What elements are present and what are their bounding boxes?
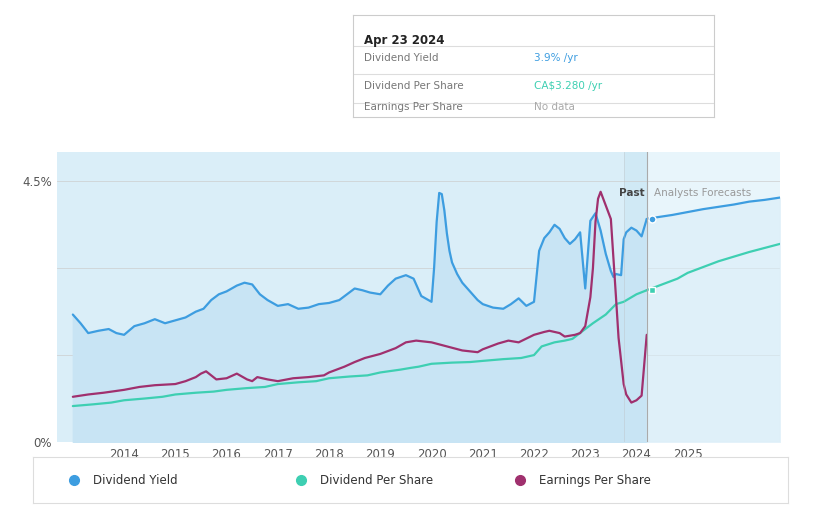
Text: CA$3.280 /yr: CA$3.280 /yr (534, 81, 602, 91)
Bar (647, 152, 780, 442)
Text: Apr 23 2024: Apr 23 2024 (364, 34, 444, 47)
Bar (624, 152, 647, 442)
Text: Earnings Per Share: Earnings Per Share (364, 102, 462, 112)
Text: Past: Past (618, 188, 644, 198)
Text: Dividend Yield: Dividend Yield (364, 53, 438, 63)
Text: 3.9% /yr: 3.9% /yr (534, 53, 577, 63)
Text: Analysts Forecasts: Analysts Forecasts (654, 188, 752, 198)
Text: Earnings Per Share: Earnings Per Share (539, 473, 651, 487)
Text: No data: No data (534, 102, 575, 112)
Text: Dividend Per Share: Dividend Per Share (320, 473, 433, 487)
Text: Dividend Per Share: Dividend Per Share (364, 81, 464, 91)
Text: Dividend Yield: Dividend Yield (94, 473, 178, 487)
